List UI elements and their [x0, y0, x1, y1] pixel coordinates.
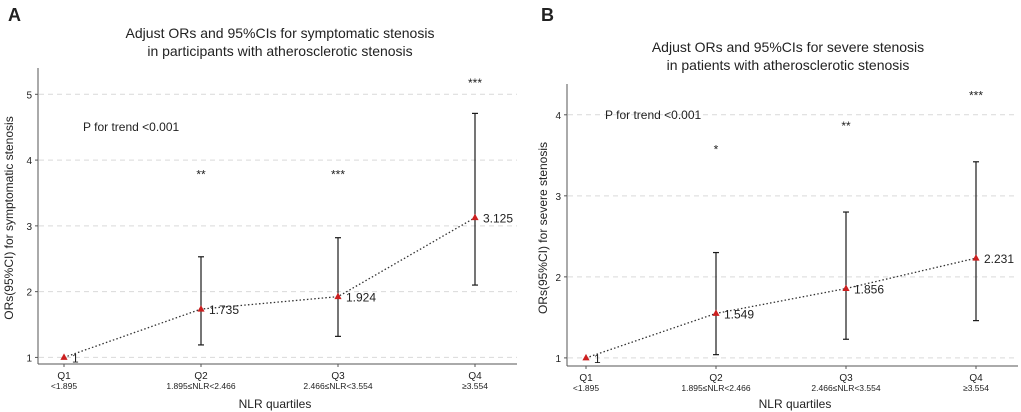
panel-a-y-tick-label: 3 — [26, 222, 32, 233]
panel-b-title-line-1: Adjust ORs and 95%CIs for severe stenosi… — [652, 39, 924, 55]
panel-b-significance-marker: *** — [969, 88, 983, 102]
panel-b-y-tick-label: 4 — [555, 111, 561, 122]
panel-a-data-label: 1.735 — [209, 303, 239, 317]
panel-a-y-axis-label: ORs(95%CI) for symptomatic stenosis — [2, 116, 16, 319]
panel-b-y-tick-label: 3 — [555, 192, 561, 203]
panel-a-significance-marker: ** — [196, 168, 206, 182]
panel-b-x-tick-sublabel: 1.895≤NLR<2.466 — [681, 383, 750, 393]
panel-b-y-tick-label: 1 — [555, 354, 561, 365]
panel-a: A Adjust ORs and 95%CIs for symptomatic … — [2, 5, 517, 411]
panel-b-data-point — [712, 309, 720, 316]
panel-a-title-line-2: in participants with atherosclerotic ste… — [147, 43, 412, 59]
panel-a-y-tick-label: 5 — [26, 90, 32, 101]
panel-b-data-point — [842, 284, 850, 292]
panel-a-plot: 1 2 3 4 5 Q1<1.895 Q21.895≤NLR<2.466 Q32.466≤NL… — [26, 76, 517, 391]
panel-b-title-line-2: in patients with atherosclerotic stenosi… — [667, 57, 910, 73]
panel-b-data-point — [582, 353, 590, 361]
panel-a-label: A — [8, 5, 21, 25]
panel-a-x-tick-sublabel: <1.895 — [51, 381, 78, 391]
panel-a-x-tick-label: Q1 — [57, 371, 71, 382]
panel-b-y-axis-label: ORs(95%CI) for severe stenosis — [536, 142, 550, 314]
panel-a-data-point — [334, 292, 342, 300]
panel-a-x-tick-sublabel: 2.466≤NLR<3.554 — [303, 381, 372, 391]
panel-b-data-label: 2.231 — [984, 252, 1014, 266]
panel-b-x-tick-sublabel: ≥3.554 — [963, 383, 989, 393]
panel-a-data-label: 1 — [72, 351, 79, 365]
panel-a-data-label: 3.125 — [483, 212, 513, 226]
panel-b-x-tick-label: Q3 — [839, 373, 853, 384]
panel-a-x-tick-label: Q2 — [194, 371, 208, 382]
panel-a-y-tick-label: 4 — [26, 156, 32, 167]
panel-b-x-tick-label: Q1 — [579, 373, 593, 384]
panel-b-trend-line — [585, 257, 977, 359]
panel-b-y-tick-label: 2 — [555, 273, 561, 284]
panel-b-significance-marker: * — [714, 143, 719, 157]
panel-b-x-tick-sublabel: 2.466≤NLR<3.554 — [811, 383, 880, 393]
panel-a-x-tick-label: Q4 — [468, 371, 482, 382]
panel-a-p-trend-annotation: P for trend <0.001 — [83, 120, 180, 134]
panel-a-y-tick-label: 2 — [26, 288, 32, 299]
panel-b-data-point — [972, 254, 980, 261]
panel-b-x-tick-label: Q4 — [969, 373, 983, 384]
panel-a-x-tick-sublabel: ≥3.554 — [462, 381, 488, 391]
panel-a-x-axis-label: NLR quartiles — [239, 397, 312, 411]
panel-a-x-tick-label: Q3 — [331, 371, 345, 382]
panel-b-data-label: 1 — [594, 352, 601, 366]
panel-a-data-point — [197, 305, 205, 312]
panel-b-label: B — [541, 5, 554, 25]
panel-b-data-label: 1.549 — [724, 307, 754, 321]
panel-a-significance-marker: *** — [331, 168, 345, 182]
panel-a-title-line-1: Adjust ORs and 95%CIs for symptomatic st… — [126, 25, 435, 41]
panel-b-x-tick-sublabel: <1.895 — [573, 383, 600, 393]
panel-b-x-tick-label: Q2 — [709, 373, 723, 384]
panel-a-data-label: 1.924 — [346, 291, 376, 305]
panel-a-y-tick-label: 1 — [26, 353, 32, 364]
panel-b-data-label: 1.856 — [854, 283, 884, 297]
panel-a-x-tick-sublabel: 1.895≤NLR<2.466 — [166, 381, 235, 391]
panel-a-data-point — [471, 213, 479, 221]
panel-b-plot: 1 2 3 4 Q1<1.895 Q21.895≤NLR<2.466 Q32.466≤NLR… — [555, 88, 1018, 393]
panel-b-p-trend-annotation: P for trend <0.001 — [605, 108, 702, 122]
panel-a-data-point — [60, 353, 68, 360]
panel-b-significance-marker: ** — [841, 119, 851, 133]
panel-b-x-axis-label: NLR quartiles — [759, 397, 832, 411]
panel-a-significance-marker: *** — [468, 76, 482, 90]
panel-b: B Adjust ORs and 95%CIs for severe steno… — [536, 5, 1018, 411]
panel-a-trend-line — [63, 217, 476, 359]
